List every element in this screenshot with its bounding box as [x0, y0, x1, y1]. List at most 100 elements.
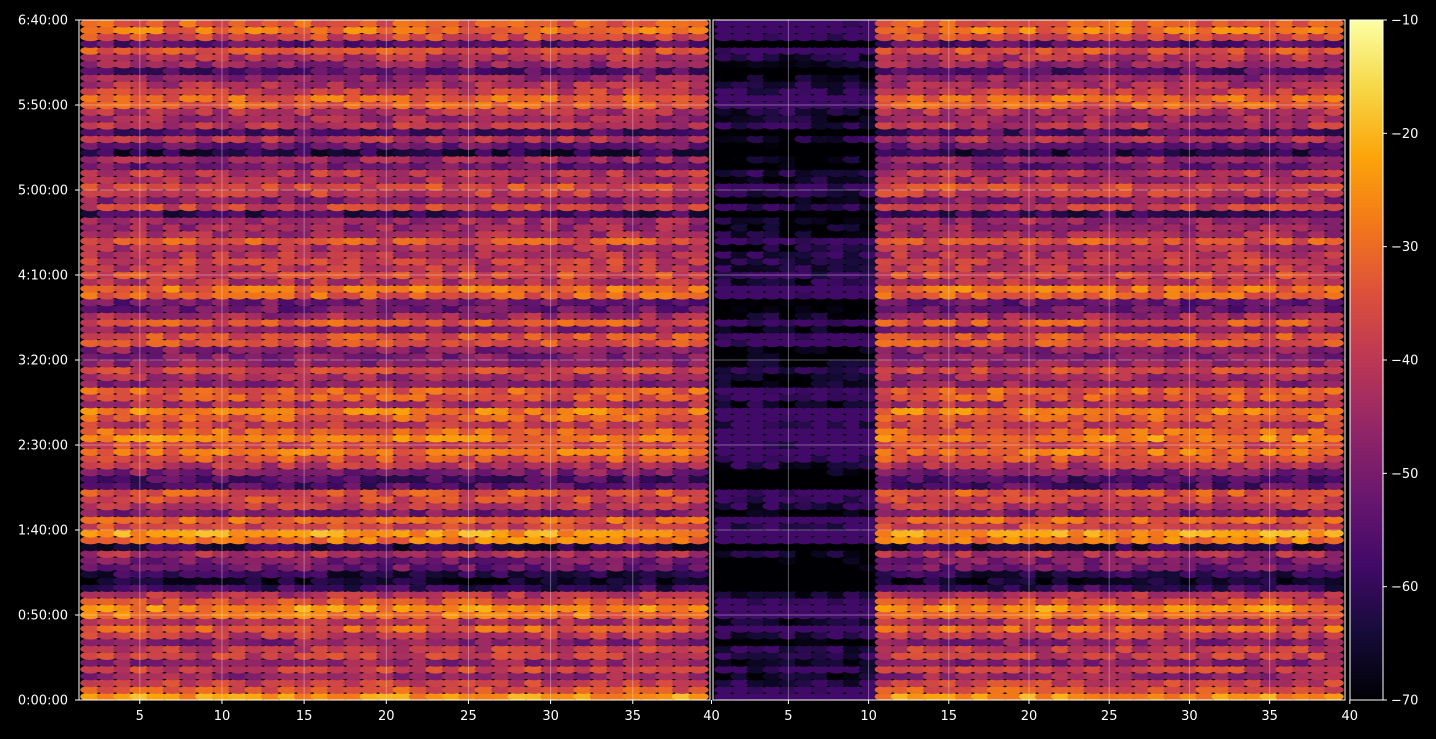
heatmap-cell [261, 406, 282, 416]
heatmap-cell [392, 134, 413, 144]
heatmap-cell [441, 610, 463, 620]
heatmap-cell [1035, 563, 1055, 572]
heatmap-cell [842, 515, 863, 524]
heatmap-cell [293, 325, 315, 334]
heatmap-cell [359, 134, 381, 144]
heatmap-cell [293, 250, 315, 259]
heatmap-cell [96, 87, 118, 96]
heatmap-cell [540, 155, 561, 164]
heatmap-cell [622, 508, 643, 518]
heatmap-cell [326, 624, 348, 633]
heatmap-cell [1147, 570, 1168, 579]
heatmap-cell [392, 257, 413, 266]
heatmap-cell [211, 420, 233, 429]
heatmap-cell [392, 94, 413, 103]
heatmap-cell [573, 576, 594, 586]
heatmap-cell [1035, 631, 1055, 640]
heatmap-cell [874, 542, 895, 552]
heatmap-cell [441, 270, 463, 280]
heatmap-cell [277, 94, 298, 103]
heatmap-cell [491, 134, 512, 144]
heatmap-cell [195, 73, 216, 83]
heatmap-cell [589, 678, 611, 688]
heatmap-cell [922, 522, 943, 531]
heatmap-cell [129, 94, 150, 103]
heatmap-cell [746, 502, 767, 511]
heatmap-cell [458, 549, 479, 558]
heatmap-cell [540, 440, 561, 450]
heatmap-cell [778, 515, 799, 524]
heatmap-cell [606, 332, 627, 341]
heatmap-cell [1131, 502, 1152, 511]
heatmap-cell [622, 298, 643, 307]
heatmap-cell [714, 563, 735, 572]
heatmap-cell [293, 332, 315, 341]
heatmap-cell [671, 20, 693, 28]
heatmap-cell [359, 243, 381, 252]
heatmap-cell [794, 597, 815, 606]
heatmap-cell [425, 644, 446, 654]
heatmap-cell [376, 114, 397, 123]
heatmap-cell [376, 386, 397, 395]
heatmap-cell [211, 468, 233, 477]
heatmap-cell [178, 604, 200, 613]
heatmap-cell [408, 631, 430, 640]
heatmap-cell [573, 46, 594, 55]
heatmap-cell [146, 304, 167, 314]
heatmap-cell [211, 80, 233, 89]
heatmap-cell [524, 66, 545, 76]
heatmap-cell [746, 651, 767, 660]
heatmap-cell [874, 610, 895, 620]
heatmap-cell [310, 230, 331, 239]
heatmap-cell [1067, 583, 1087, 592]
heatmap-cell [556, 386, 578, 395]
heatmap-cell [573, 311, 594, 320]
heatmap-cell [343, 359, 364, 368]
heatmap-cell [408, 100, 430, 110]
heatmap-cell [310, 631, 331, 640]
heatmap-cell [1179, 576, 1200, 586]
heatmap-cell [1067, 536, 1087, 545]
heatmap-cell [178, 502, 200, 511]
heatmap-cell [714, 583, 735, 592]
heatmap-cell [954, 570, 975, 579]
heatmap-cell [688, 100, 709, 110]
heatmap-cell [1083, 638, 1104, 647]
heatmap-cell [343, 257, 364, 266]
heatmap-cell [408, 175, 430, 184]
heatmap-cell [310, 529, 331, 538]
heatmap-cell [573, 243, 594, 252]
heatmap-cell [343, 461, 364, 470]
heatmap-cell [507, 311, 528, 320]
heatmap-cell [1163, 583, 1184, 592]
heatmap-cell [96, 488, 118, 497]
heatmap-cell [810, 685, 831, 694]
heatmap-cell [1083, 488, 1104, 497]
heatmap-cell [359, 148, 381, 157]
heatmap-cell [261, 624, 282, 633]
heatmap-cell [96, 332, 118, 341]
heatmap-cell [113, 175, 134, 184]
heatmap-cell [1051, 624, 1071, 633]
heatmap-cell [408, 366, 430, 375]
heatmap-cell [425, 413, 446, 422]
heatmap-cell [474, 685, 496, 694]
heatmap-cell [1067, 529, 1087, 538]
heatmap-cell [376, 128, 397, 137]
heatmap-cell [556, 189, 578, 198]
heatmap-cell [524, 182, 545, 191]
heatmap-cell [310, 576, 331, 586]
heatmap-cell [890, 549, 911, 558]
heatmap-cell [359, 216, 381, 225]
heatmap-cell [441, 359, 463, 368]
heatmap-cell [730, 678, 751, 688]
heatmap-cell [178, 406, 200, 416]
heatmap-cell [113, 236, 134, 246]
heatmap-cell [228, 80, 249, 89]
heatmap-cell [359, 202, 381, 212]
heatmap-cell [310, 502, 331, 511]
heatmap-cell [540, 80, 561, 89]
heatmap-cell [80, 610, 101, 620]
heatmap-cell [326, 692, 348, 700]
heatmap-cell [1259, 638, 1280, 647]
